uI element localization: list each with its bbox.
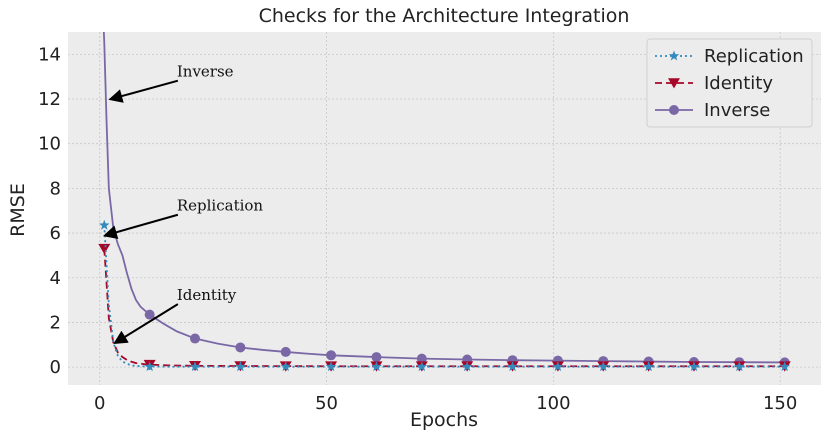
legend-marker [669, 105, 679, 115]
y-tick-label: 12 [38, 89, 61, 110]
data-point [190, 333, 201, 344]
data-point [144, 309, 155, 320]
legend-box [646, 38, 813, 128]
y-tick-label: 4 [50, 268, 61, 289]
y-axis-label: RMSE [7, 183, 29, 237]
x-tick-label: 50 [315, 393, 338, 414]
annotation: Identity [113, 286, 237, 345]
legend-marker [668, 50, 680, 61]
data-point [189, 361, 201, 372]
data-point [144, 361, 155, 372]
y-tick-label: 0 [50, 357, 61, 378]
data-point [598, 361, 609, 372]
legend-item-replication: Replication [655, 46, 804, 67]
data-point [235, 361, 246, 372]
x-tick-label: 150 [763, 393, 797, 414]
data-point [235, 342, 246, 353]
annotation-text: Inverse [177, 63, 234, 81]
y-tick-label: 6 [50, 223, 61, 244]
legend-label: Inverse [704, 100, 770, 121]
annotation-arrow [113, 303, 179, 345]
data-point [326, 350, 337, 361]
series-layer [98, 32, 791, 372]
data-point [99, 219, 110, 230]
legend-item-identity: Identity [655, 73, 773, 94]
data-point [371, 352, 382, 363]
legend-label: Identity [704, 73, 773, 94]
data-point [416, 353, 427, 364]
data-point [552, 361, 564, 372]
legend: Replication Identity Inverse [646, 38, 813, 128]
annotation: Replication [102, 197, 264, 239]
y-tick-label: 2 [50, 312, 61, 333]
data-point [779, 361, 790, 372]
x-tick-label: 0 [94, 393, 105, 414]
data-point [688, 361, 700, 372]
annotation-text: Replication [177, 197, 264, 215]
legend-label: Replication [704, 46, 804, 67]
x-axis-label: Epochs [410, 409, 478, 431]
annotation: Inverse [108, 63, 234, 103]
y-tick-label: 8 [50, 178, 61, 199]
legend-marker [668, 78, 680, 89]
data-point [507, 361, 518, 372]
y-tick-label: 14 [38, 44, 61, 65]
data-point [734, 361, 745, 372]
y-tick-label: 10 [38, 134, 61, 155]
data-point [416, 361, 428, 372]
annotation-arrow [102, 213, 179, 239]
data-point [461, 361, 473, 372]
tick-labels: 0 50 100 150 0 2 4 6 8 10 12 14 [38, 44, 797, 414]
annotation-text: Identity [177, 286, 237, 304]
annotation-arrow [108, 79, 179, 103]
data-point [371, 361, 382, 372]
annotations: Inverse Replication Identity [102, 63, 264, 345]
data-point [280, 361, 291, 372]
series-replication [99, 219, 790, 372]
data-point [98, 243, 111, 255]
series-inverse [102, 32, 790, 368]
data-point [280, 346, 291, 357]
data-point [643, 361, 654, 372]
x-tick-label: 100 [536, 393, 570, 414]
data-point [325, 361, 337, 372]
chart-title: Checks for the Architecture Integration [259, 5, 630, 27]
legend-item-inverse: Inverse [655, 100, 770, 121]
